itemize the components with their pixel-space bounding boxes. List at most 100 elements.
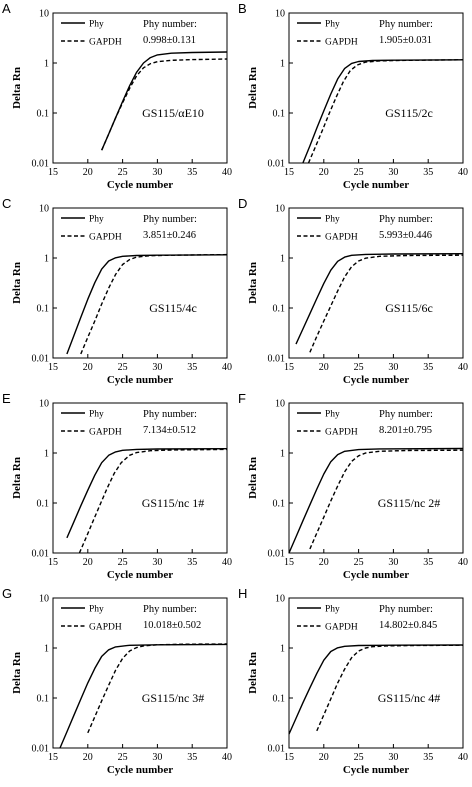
phy-number-label: Phy number: (379, 604, 433, 615)
y-tick-label: 0.01 (32, 354, 50, 365)
x-tick-label: 40 (458, 752, 468, 763)
series-line-gapdh (307, 59, 464, 164)
x-tick-label: 30 (388, 362, 398, 373)
x-tick-label: 15 (48, 167, 58, 178)
phy-number-label: Phy number: (379, 19, 433, 30)
series-line-gapdh (309, 254, 464, 353)
x-tick-label: 20 (83, 557, 93, 568)
x-tick-label: 35 (187, 752, 197, 763)
x-tick-label: 20 (319, 362, 329, 373)
panel-letter: F (238, 391, 246, 406)
y-axis-title: Delta Rn (11, 67, 23, 109)
x-tick-label: 40 (222, 752, 232, 763)
series-line-gapdh (316, 644, 464, 732)
panel-letter: E (2, 391, 11, 406)
x-axis-title: Cycle number (107, 374, 173, 386)
x-tick-label: 40 (222, 557, 232, 568)
x-axis-title: Cycle number (107, 179, 173, 191)
sample-label: GS115/nc 3# (142, 691, 205, 705)
y-tick-label: 0.1 (273, 109, 286, 120)
x-tick-label: 40 (458, 362, 468, 373)
x-tick-label: 30 (388, 752, 398, 763)
legend-label: GAPDH (325, 233, 358, 243)
phy-number-label: Phy number: (379, 409, 433, 420)
phy-number-value: 5.993±0.446 (379, 230, 432, 241)
plot-frame (52, 402, 228, 554)
phy-number-value: 7.134±0.512 (143, 425, 196, 436)
x-tick-label: 20 (83, 362, 93, 373)
sample-label: GS115/6c (385, 301, 433, 315)
y-tick-label: 0.1 (273, 304, 286, 315)
phy-number-label: Phy number: (143, 409, 197, 420)
series-line-phy (302, 59, 464, 164)
phy-number-value: 8.201±0.795 (379, 425, 432, 436)
y-tick-label: 0.01 (268, 744, 286, 755)
y-tick-label: 0.01 (268, 159, 286, 170)
y-tick-label: 10 (275, 399, 285, 410)
x-tick-label: 25 (118, 167, 128, 178)
series-line-phy (295, 253, 464, 345)
x-axis-title: Cycle number (343, 569, 409, 581)
phy-number-value: 10.018±0.502 (143, 620, 201, 631)
legend-label: Phy (325, 605, 340, 615)
series-line-phy (288, 447, 464, 554)
series-line-gapdh (101, 58, 228, 151)
x-tick-label: 20 (83, 167, 93, 178)
y-tick-label: 1 (280, 59, 285, 70)
y-tick-label: 0.1 (37, 694, 50, 705)
x-tick-label: 40 (458, 167, 468, 178)
series-line-gapdh (78, 448, 228, 554)
legend-label: Phy (89, 215, 104, 225)
x-tick-label: 20 (319, 752, 329, 763)
legend-label: GAPDH (89, 428, 122, 438)
sample-label: GS115/nc 4# (378, 691, 441, 705)
y-tick-label: 0.01 (268, 354, 286, 365)
phy-number-label: Phy number: (379, 214, 433, 225)
x-tick-label: 35 (423, 557, 433, 568)
x-tick-label: 15 (48, 752, 58, 763)
x-tick-label: 35 (423, 362, 433, 373)
plot-frame (288, 207, 464, 359)
y-tick-label: 0.1 (37, 109, 50, 120)
phy-number-label: Phy number: (143, 604, 197, 615)
sample-label: GS115/αE10 (142, 106, 204, 120)
legend-label: GAPDH (89, 233, 122, 243)
phy-number-value: 14.802±0.845 (379, 620, 437, 631)
x-tick-label: 15 (284, 557, 294, 568)
phy-number-label: Phy number: (143, 19, 197, 30)
y-tick-label: 10 (39, 9, 49, 20)
series-line-phy (66, 254, 228, 355)
x-tick-label: 30 (152, 752, 162, 763)
legend-label: Phy (89, 20, 104, 30)
legend-label: Phy (325, 410, 340, 420)
legend-label: GAPDH (325, 623, 358, 633)
x-tick-label: 25 (354, 557, 364, 568)
phy-number-label: Phy number: (143, 214, 197, 225)
y-axis-title: Delta Rn (11, 652, 23, 694)
y-tick-label: 0.1 (37, 499, 50, 510)
series-line-gapdh (309, 449, 464, 550)
x-tick-label: 35 (187, 167, 197, 178)
legend-label: Phy (89, 410, 104, 420)
y-tick-label: 0.01 (32, 159, 50, 170)
x-tick-label: 35 (423, 752, 433, 763)
x-tick-label: 20 (319, 167, 329, 178)
panel-letter: A (2, 1, 11, 16)
x-tick-label: 25 (354, 362, 364, 373)
legend-label: GAPDH (89, 38, 122, 48)
x-tick-label: 35 (187, 557, 197, 568)
x-axis-title: Cycle number (343, 764, 409, 776)
phy-number-value: 0.998±0.131 (143, 35, 196, 46)
y-tick-label: 10 (39, 204, 49, 215)
y-tick-label: 0.1 (37, 304, 50, 315)
y-tick-label: 1 (44, 644, 49, 655)
sample-label: GS115/2c (385, 106, 433, 120)
plot-frame (288, 597, 464, 749)
x-tick-label: 30 (388, 557, 398, 568)
legend-label: Phy (89, 605, 104, 615)
x-tick-label: 15 (284, 167, 294, 178)
x-tick-label: 25 (354, 752, 364, 763)
legend-label: GAPDH (325, 38, 358, 48)
plot-frame (288, 402, 464, 554)
